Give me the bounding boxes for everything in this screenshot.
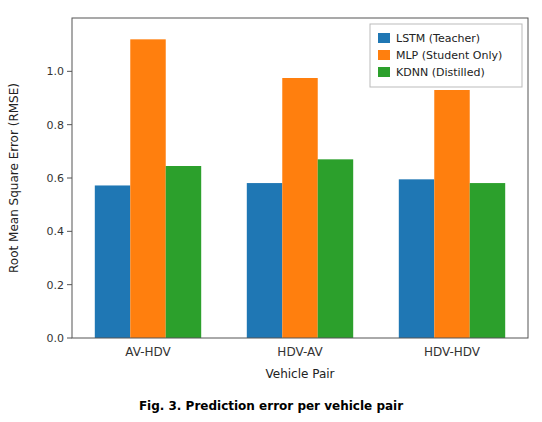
y-axis: 0.0 0.2 0.4 0.6 0.8 1.0 (47, 65, 73, 345)
y-axis-label: Root Mean Square Error (RMSE) (7, 83, 21, 273)
bar (282, 78, 317, 338)
y-tick (67, 231, 72, 232)
y-tick (67, 338, 72, 339)
chart-container: 0.0 0.2 0.4 0.6 0.8 1.0 AV-HDV HDV-AV HDV-HDV Veh… (0, 0, 542, 422)
legend-label: KDNN (Distilled) (396, 66, 485, 79)
y-tick (67, 284, 72, 285)
y-tick-label: 0.4 (47, 225, 65, 238)
y-tick-label: 0.0 (47, 332, 65, 345)
bar (166, 166, 201, 338)
legend-label: MLP (Student Only) (396, 49, 502, 62)
legend-label: LSTM (Teacher) (396, 32, 480, 45)
y-tick (67, 71, 72, 72)
y-tick (67, 124, 72, 125)
y-tick-label: 0.6 (47, 172, 65, 185)
bar (95, 185, 130, 338)
bar (470, 183, 505, 338)
bar (318, 159, 353, 338)
y-tick-label: 1.0 (47, 65, 65, 78)
legend-swatch (378, 33, 390, 43)
x-tick-label: AV-HDV (125, 345, 171, 359)
bar (434, 90, 469, 338)
plot-frame (72, 18, 528, 338)
legend-box (370, 24, 522, 87)
x-tick-label: HDV-HDV (424, 345, 481, 359)
x-axis-label: Vehicle Pair (265, 367, 334, 381)
legend: LSTM (Teacher) MLP (Student Only) KDNN (Di… (370, 24, 522, 87)
y-tick-label: 0.8 (47, 119, 65, 132)
legend-swatch (378, 67, 390, 77)
x-axis: AV-HDV HDV-AV HDV-HDV (125, 345, 481, 359)
chart: 0.0 0.2 0.4 0.6 0.8 1.0 AV-HDV HDV-AV HDV-HDV Veh… (0, 0, 542, 422)
bar (247, 183, 282, 338)
bar (399, 179, 434, 338)
x-tick-label: HDV-AV (277, 345, 323, 359)
bar (130, 39, 165, 338)
y-tick-label: 0.2 (47, 279, 65, 292)
y-tick (67, 178, 72, 179)
legend-swatch (378, 50, 390, 60)
caption: Fig. 3. Prediction error per vehicle pai… (139, 399, 403, 413)
